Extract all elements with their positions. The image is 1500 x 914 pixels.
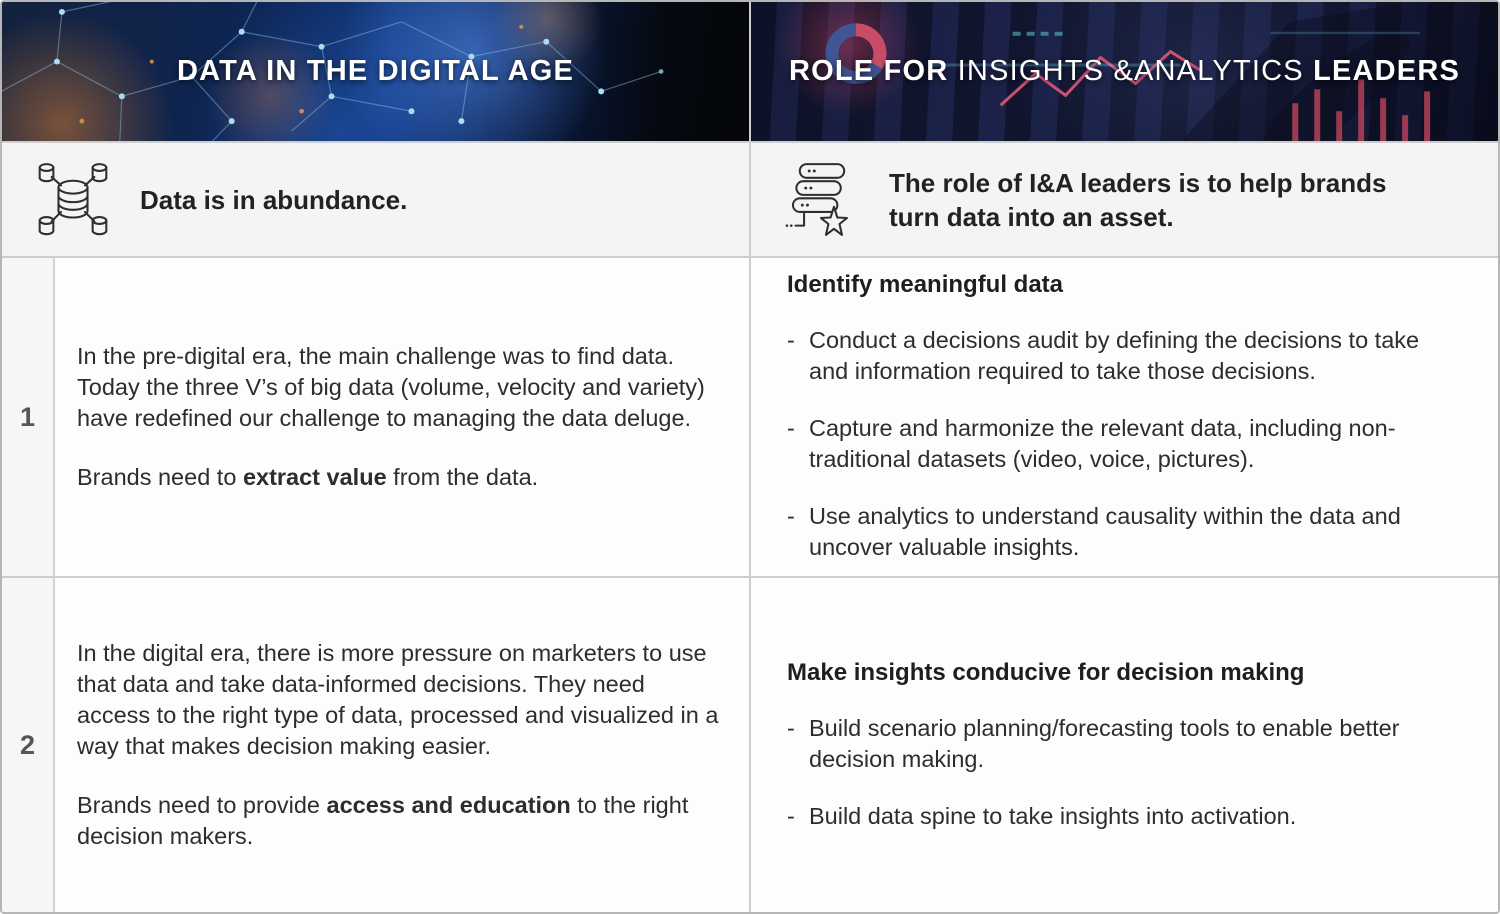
left-subtitle-row: Data is in abundance. [2, 143, 749, 256]
bullet-text: Build data spine to take insights into a… [809, 802, 1297, 829]
row-number-label: 1 [19, 401, 36, 432]
left-row-2-text: In the digital era, there is more pressu… [55, 578, 749, 912]
bullet-item: - Capture and harmonize the relevant data… [787, 413, 1450, 475]
bullet-text: Conduct a decisions audit by defining th… [809, 327, 1420, 384]
right-row-1: Identify meaningful data - Conduct a deci… [751, 258, 1498, 576]
bullet-dash: - [787, 503, 795, 529]
server-star-icon [781, 156, 863, 244]
bullet-text: Build scenario planning/forecasting tool… [809, 714, 1400, 772]
right-row-2: Make insights conducive for decision mak… [751, 578, 1498, 912]
left-subtitle-text: Data is in abundance. [140, 184, 408, 215]
bullet-item: - Build scenario planning/forecasting too… [787, 713, 1450, 775]
left-header-banner: DATA IN THE DIGITAL AGE [2, 2, 749, 141]
right-header-title: ROLE FOR INSIGHTS &ANALYTICS LEADERS [789, 55, 1460, 88]
right-row-2-heading: Make insights conducive for decision mak… [787, 658, 1305, 686]
text: from the data. [386, 464, 539, 490]
right-row-2-bullets: - Build scenario planning/forecasting too… [787, 713, 1450, 832]
text: to the right decision makers. [77, 792, 689, 849]
row-2-number: 2 [2, 578, 55, 912]
right-subtitle-text: The role of I&A leaders is to help brand… [889, 167, 1387, 232]
right-row-1-heading: Identify meaningful data [787, 271, 1064, 298]
paragraph: In the digital era, there is more pressu… [77, 638, 719, 762]
row-number-label: 2 [19, 729, 36, 760]
left-row-1: 1 In the pre-digital era, the main chall… [2, 258, 749, 576]
row-1-number: 1 [2, 258, 55, 576]
bold-text: extract value [242, 464, 387, 490]
paragraph: In the pre-digital era, the main challen… [77, 341, 719, 434]
bullet-item: - Conduct a decisions audit by defining t… [787, 325, 1450, 387]
text: Brands need to provide [77, 792, 327, 818]
bold-text: ROLE FOR [788, 55, 958, 87]
text: In the digital era, there is more pressu… [77, 640, 719, 759]
bullet-item: - Use analytics to understand causality w… [787, 501, 1450, 563]
bullet-text: Capture and harmonize the relevant data,… [809, 415, 1396, 472]
bold-text: access and education [326, 792, 571, 818]
bullet-dash: - [787, 327, 795, 353]
network-graphic-icon [2, 2, 664, 141]
bullet-item: - Build data spine to take insights into … [787, 801, 1450, 832]
paragraph: Brands need to extract value from the da… [77, 462, 719, 493]
left-row-2: 2 In the digital era, there is more pres… [2, 578, 749, 912]
left-header-title: DATA IN THE DIGITAL AGE [176, 55, 575, 87]
right-subtitle-row: The role of I&A leaders is to help brand… [751, 143, 1498, 256]
left-row-1-text: In the pre-digital era, the main challen… [55, 258, 749, 576]
bullet-text: Use analytics to understand causality wi… [809, 503, 1401, 560]
bullet-dash: - [787, 415, 795, 441]
text: In the pre-digital era, the main challen… [77, 343, 705, 431]
bullet-dash: - [787, 802, 795, 829]
paragraph: Brands need to provide access and educat… [77, 790, 719, 852]
bold-text: LEADERS [1313, 55, 1461, 87]
database-network-icon [32, 156, 114, 244]
text: Brands need to [77, 464, 243, 490]
bullet-dash: - [787, 714, 795, 741]
text: INSIGHTS &ANALYTICS [957, 55, 1314, 87]
right-row-1-bullets: - Conduct a decisions audit by defining t… [787, 325, 1450, 563]
charts-graphic-icon [825, 2, 1498, 141]
right-header-banner: ROLE FOR INSIGHTS &ANALYTICS LEADERS [751, 2, 1498, 141]
